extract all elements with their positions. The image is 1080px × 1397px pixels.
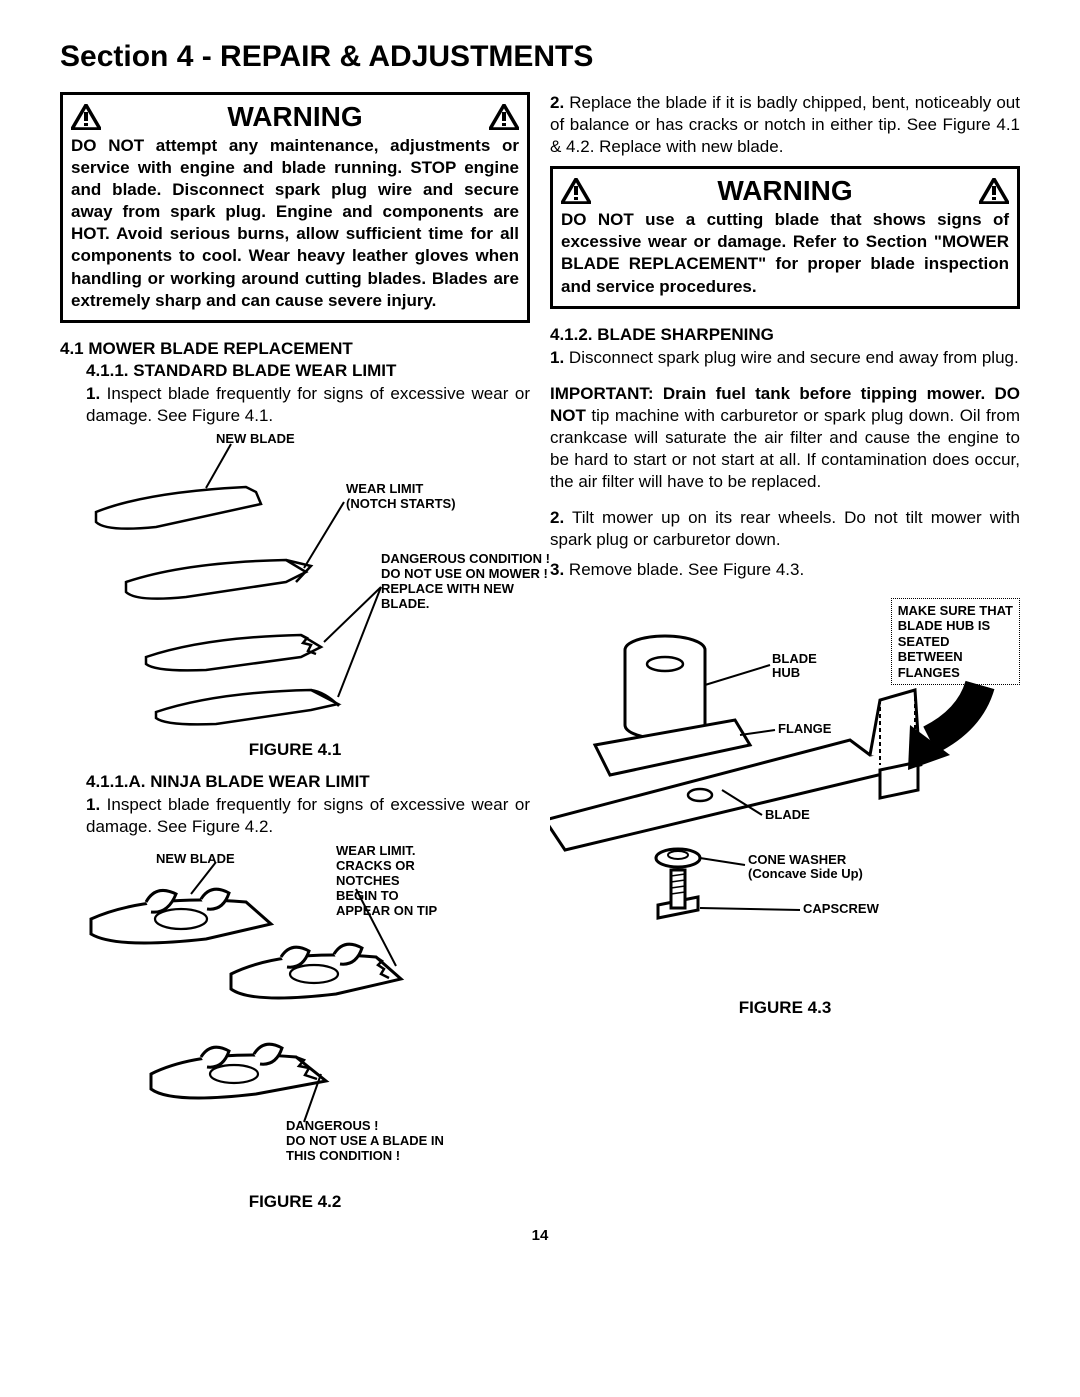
figure-4-3-label-capscrew: CAPSCREW (803, 902, 879, 917)
figure-4-1-label-dangerous: DANGEROUS CONDITION ! DO NOT USE ON MOWE… (381, 552, 550, 612)
figure-4-1-caption: FIGURE 4.1 (60, 740, 530, 760)
right-column: 2. Replace the blade if it is badly chip… (550, 92, 1020, 1224)
left-column: WARNING DO NOT attempt any maintenance, … (60, 92, 530, 1224)
warning-triangle-icon (71, 104, 101, 130)
paragraph-4-1-2-step1: 1. Disconnect spark plug wire and secure… (550, 347, 1020, 369)
step-number: 1. (550, 348, 564, 367)
figure-4-3-label-flange: FLANGE (778, 722, 831, 737)
paragraph-4-1-2-step3: 3. Remove blade. See Figure 4.3. (550, 559, 1020, 581)
paragraph-4-1-2-step2: 2. Tilt mower up on its rear wheels. Do … (550, 507, 1020, 551)
step-text: Replace the blade if it is badly chipped… (550, 93, 1020, 156)
warning-text-1: DO NOT attempt any maintenance, adjustme… (71, 135, 519, 312)
figure-4-3-label-cone-washer: CONE WASHER (Concave Side Up) (748, 853, 863, 883)
step-number: 2. (550, 508, 564, 527)
paragraph-4-1-1-step1: 1. Inspect blade frequently for signs of… (86, 383, 530, 427)
paragraph-replace-blade: 2. Replace the blade if it is badly chip… (550, 92, 1020, 158)
warning-triangle-icon (979, 178, 1009, 204)
paragraph-4-1-1a-step1: 1. Inspect blade frequently for signs of… (86, 794, 530, 838)
step-number: 1. (86, 384, 100, 403)
warning-text-2: DO NOT use a cutting blade that shows si… (561, 209, 1009, 297)
heading-4-1-1: 4.1.1. STANDARD BLADE WEAR LIMIT (86, 361, 530, 381)
figure-4-1-label-new-blade: NEW BLADE (216, 432, 295, 447)
figure-4-1: NEW BLADE WEAR LIMIT (NOTCH STARTS) DANG… (86, 432, 530, 732)
figure-4-2-caption: FIGURE 4.2 (60, 1192, 530, 1212)
step-text: Tilt mower up on its rear wheels. Do not… (550, 508, 1020, 549)
heading-4-1-2: 4.1.2. BLADE SHARPENING (550, 325, 1020, 345)
warning-box-1: WARNING DO NOT attempt any maintenance, … (60, 92, 530, 323)
two-column-layout: WARNING DO NOT attempt any maintenance, … (60, 92, 1020, 1224)
warning-title-1: WARNING (101, 101, 489, 133)
warning-header-2: WARNING (561, 175, 1009, 207)
heading-4-1-1-a: 4.1.1.A. NINJA BLADE WEAR LIMIT (86, 772, 530, 792)
step-number: 2. (550, 93, 564, 112)
figure-4-2: NEW BLADE WEAR LIMIT. CRACKS OR NOTCHES … (86, 844, 530, 1184)
step-number: 1. (86, 795, 100, 814)
figure-4-3: MAKE SURE THAT BLADE HUB IS SEATED BETWE… (550, 590, 1020, 990)
step-text: Inspect blade frequently for signs of ex… (86, 795, 530, 836)
figure-4-3-label-blade-hub: BLADE HUB (772, 652, 817, 682)
figure-4-2-label-dangerous: DANGEROUS ! DO NOT USE A BLADE IN THIS C… (286, 1119, 444, 1164)
figure-4-3-label-blade: BLADE (765, 808, 810, 823)
figure-4-2-label-wear-limit: WEAR LIMIT. CRACKS OR NOTCHES BEGIN TO A… (336, 844, 437, 919)
figure-4-2-label-new-blade: NEW BLADE (156, 852, 235, 867)
warning-header-1: WARNING (71, 101, 519, 133)
section-title: Section 4 - REPAIR & ADJUSTMENTS (60, 40, 1020, 74)
figure-4-3-caption: FIGURE 4.3 (550, 998, 1020, 1018)
figure-4-3-label-note: MAKE SURE THAT BLADE HUB IS SEATED BETWE… (891, 598, 1020, 686)
step-number: 3. (550, 560, 564, 579)
step-text: Inspect blade frequently for signs of ex… (86, 384, 530, 425)
warning-triangle-icon (489, 104, 519, 130)
figure-4-1-label-wear-limit: WEAR LIMIT (NOTCH STARTS) (346, 482, 456, 512)
step-text: Disconnect spark plug wire and secure en… (564, 348, 1019, 367)
page: Section 4 - REPAIR & ADJUSTMENTS WARNING… (0, 0, 1080, 1264)
heading-4-1: 4.1 MOWER BLADE REPLACEMENT (60, 339, 530, 359)
step-text: Remove blade. See Figure 4.3. (564, 560, 804, 579)
warning-triangle-icon (561, 178, 591, 204)
important-rest: tip machine with carburetor or spark plu… (550, 406, 1020, 491)
warning-title-2: WARNING (591, 175, 979, 207)
paragraph-important: IMPORTANT: Drain fuel tank before tippin… (550, 383, 1020, 493)
page-number: 14 (0, 1227, 1080, 1244)
warning-box-2: WARNING DO NOT use a cutting blade that … (550, 166, 1020, 308)
